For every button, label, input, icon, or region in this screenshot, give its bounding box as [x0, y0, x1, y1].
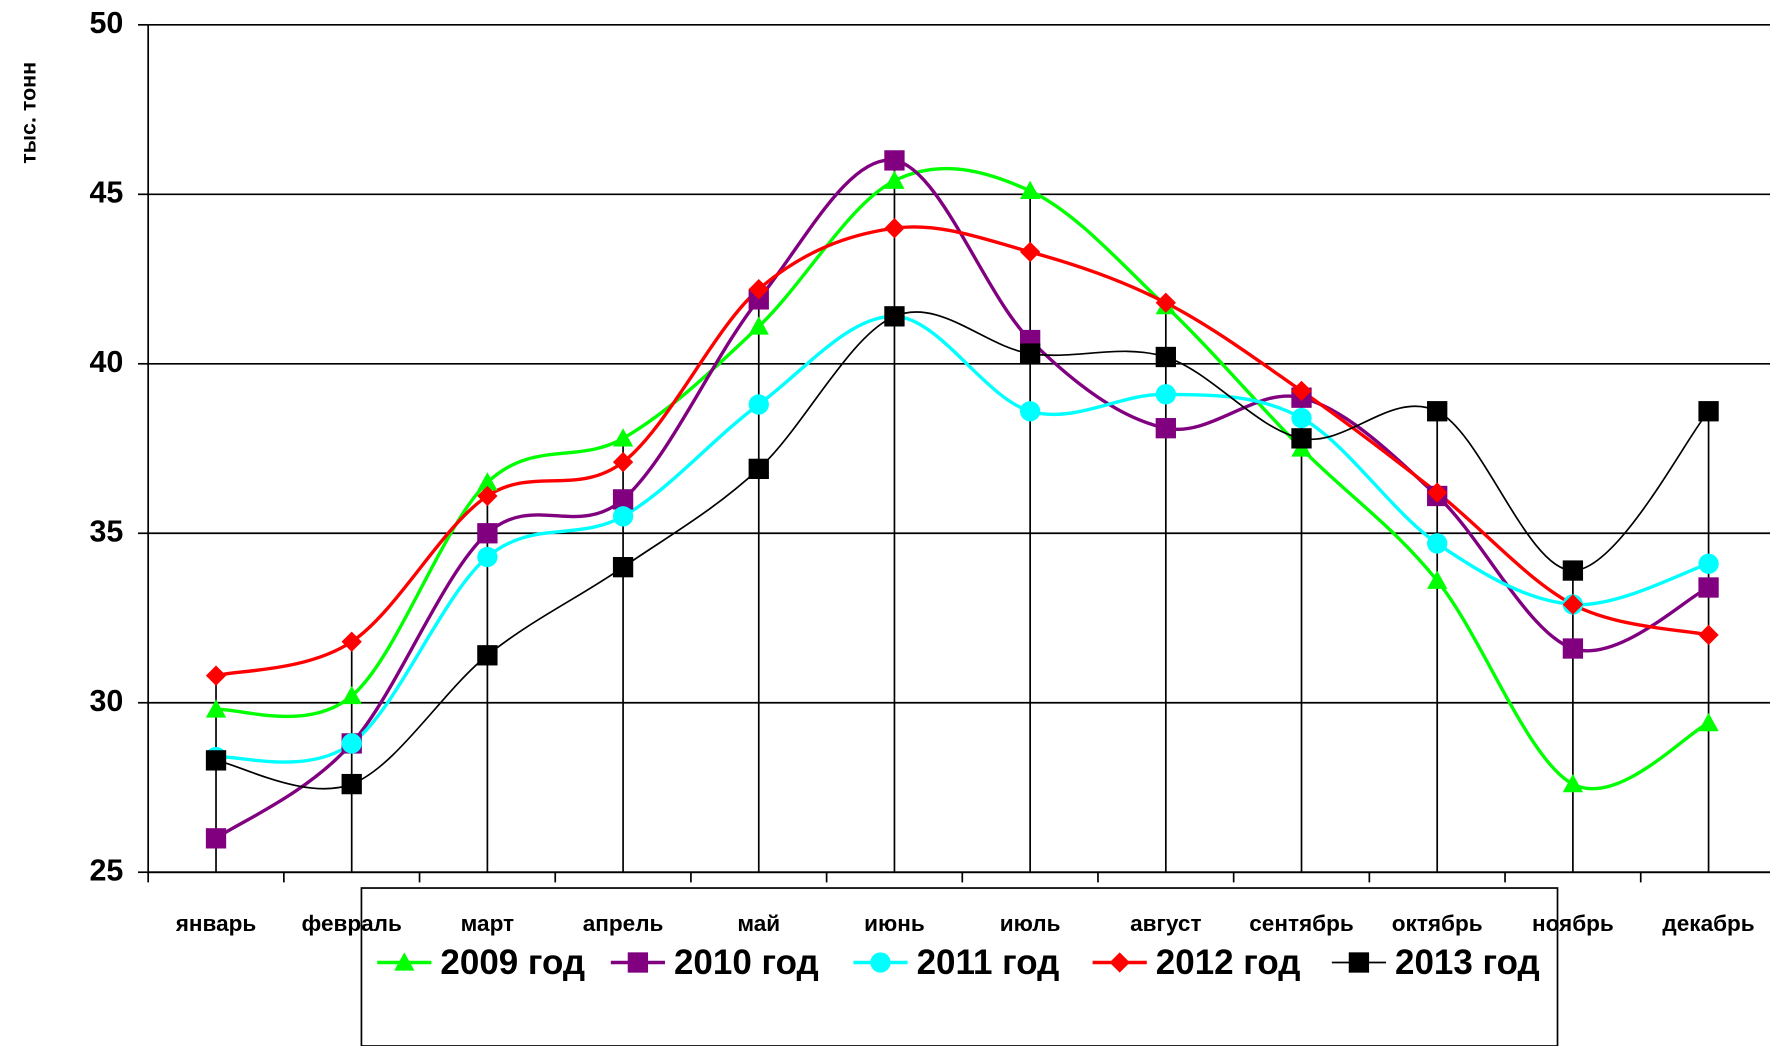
- series-line: [215, 158, 1710, 840]
- x-tick-label: март: [461, 911, 514, 936]
- legend-marker: [870, 952, 891, 973]
- series-line: [215, 225, 1709, 678]
- series-line: [215, 166, 1710, 791]
- marker: [612, 506, 634, 527]
- marker: [1427, 570, 1448, 589]
- marker: [1291, 407, 1312, 429]
- marker: [1562, 773, 1584, 793]
- marker: [884, 170, 905, 189]
- x-tick-label: май: [737, 911, 780, 936]
- marker: [477, 523, 498, 544]
- marker: [748, 316, 769, 335]
- legend-label: 2013 год: [1395, 943, 1540, 982]
- marker: [884, 306, 905, 327]
- marker: [612, 489, 634, 510]
- marker: [477, 546, 498, 568]
- marker: [1019, 401, 1041, 422]
- y-tick-label: 50: [89, 6, 123, 40]
- marker: [1698, 712, 1719, 732]
- x-tick-label: декабрь: [1662, 911, 1754, 936]
- marker: [1562, 638, 1584, 659]
- x-tick-label: сентябрь: [1249, 911, 1353, 936]
- marker: [1427, 482, 1448, 503]
- marker: [748, 279, 769, 300]
- marker: [1155, 384, 1176, 405]
- legend-label: 2009 год: [440, 943, 585, 982]
- marker: [341, 685, 362, 705]
- marker: [205, 665, 227, 686]
- legend-marker: [1348, 952, 1370, 973]
- x-tick-label: октябрь: [1392, 911, 1483, 936]
- marker: [205, 750, 227, 771]
- series-line: [215, 314, 1710, 764]
- marker: [1019, 241, 1041, 263]
- marker: [748, 394, 769, 415]
- marker: [1427, 401, 1448, 422]
- legend-marker: [627, 952, 649, 973]
- marker: [748, 458, 769, 480]
- legend-label: 2012 год: [1156, 943, 1301, 982]
- legend-marker: [394, 952, 415, 971]
- x-tick-label: июнь: [864, 911, 925, 936]
- x-tick-label: июль: [1000, 911, 1061, 936]
- marker: [1291, 380, 1312, 402]
- legend-label: 2011 год: [917, 943, 1060, 982]
- y-tick-label: 35: [89, 514, 123, 548]
- marker: [748, 289, 769, 310]
- marker: [1427, 533, 1448, 554]
- marker: [1562, 560, 1584, 581]
- x-tick-label: февраль: [302, 911, 402, 936]
- marker: [884, 218, 905, 239]
- marker: [477, 645, 498, 666]
- marker: [612, 428, 634, 447]
- marker: [341, 773, 362, 795]
- marker: [884, 150, 905, 171]
- legend-marker: [1109, 952, 1130, 973]
- y-tick-label: 45: [89, 175, 123, 209]
- marker: [1698, 401, 1719, 422]
- marker: [1698, 624, 1719, 646]
- marker: [1019, 343, 1041, 364]
- marker: [477, 472, 498, 491]
- marker: [205, 828, 227, 849]
- legend-label: 2010 год: [674, 943, 819, 982]
- marker: [477, 485, 498, 507]
- marker: [1291, 428, 1312, 449]
- y-axis-label: тыс. тонн: [16, 62, 40, 164]
- marker: [341, 733, 362, 754]
- x-tick-label: август: [1130, 911, 1201, 936]
- marker: [1155, 346, 1176, 368]
- x-tick-label: ноябрь: [1532, 911, 1614, 936]
- y-tick-label: 40: [89, 345, 123, 379]
- marker: [1019, 180, 1041, 200]
- x-tick-label: январь: [175, 911, 257, 936]
- marker: [341, 631, 362, 652]
- y-tick-label: 30: [89, 684, 123, 718]
- marker: [1698, 553, 1719, 574]
- marker: [205, 699, 227, 718]
- marker: [1698, 577, 1719, 598]
- marker: [1155, 418, 1176, 439]
- marker: [612, 557, 634, 578]
- x-tick-label: апрель: [583, 911, 664, 936]
- y-tick-label: 25: [89, 853, 123, 887]
